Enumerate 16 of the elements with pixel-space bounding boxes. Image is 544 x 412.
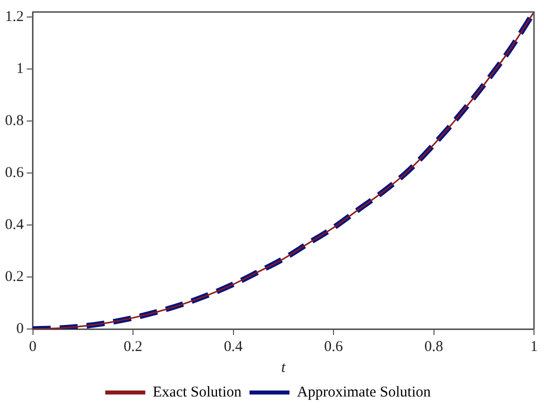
x-tick-label: 0.8: [424, 338, 444, 355]
legend-label: Exact Solution: [152, 384, 242, 400]
y-tick-label: 0.8: [5, 113, 24, 130]
x-tick-label: 0: [29, 338, 36, 355]
y-tick-label: 0.6: [5, 165, 24, 182]
y-tick-label: 0.2: [5, 268, 24, 285]
legend-label: Approximate Solution: [297, 384, 432, 400]
y-tick-label: 1.2: [5, 9, 24, 26]
x-tick-label: 0.2: [124, 338, 142, 355]
x-tick-label: 0.4: [224, 338, 244, 355]
y-tick-label: 1: [16, 61, 24, 78]
x-tick-label: 1: [530, 338, 538, 355]
x-tick-label: 0.6: [324, 338, 344, 355]
y-tick-label: 0: [16, 320, 24, 337]
x-axis-title: t: [281, 360, 286, 376]
y-tick-label: 0.4: [5, 217, 24, 234]
